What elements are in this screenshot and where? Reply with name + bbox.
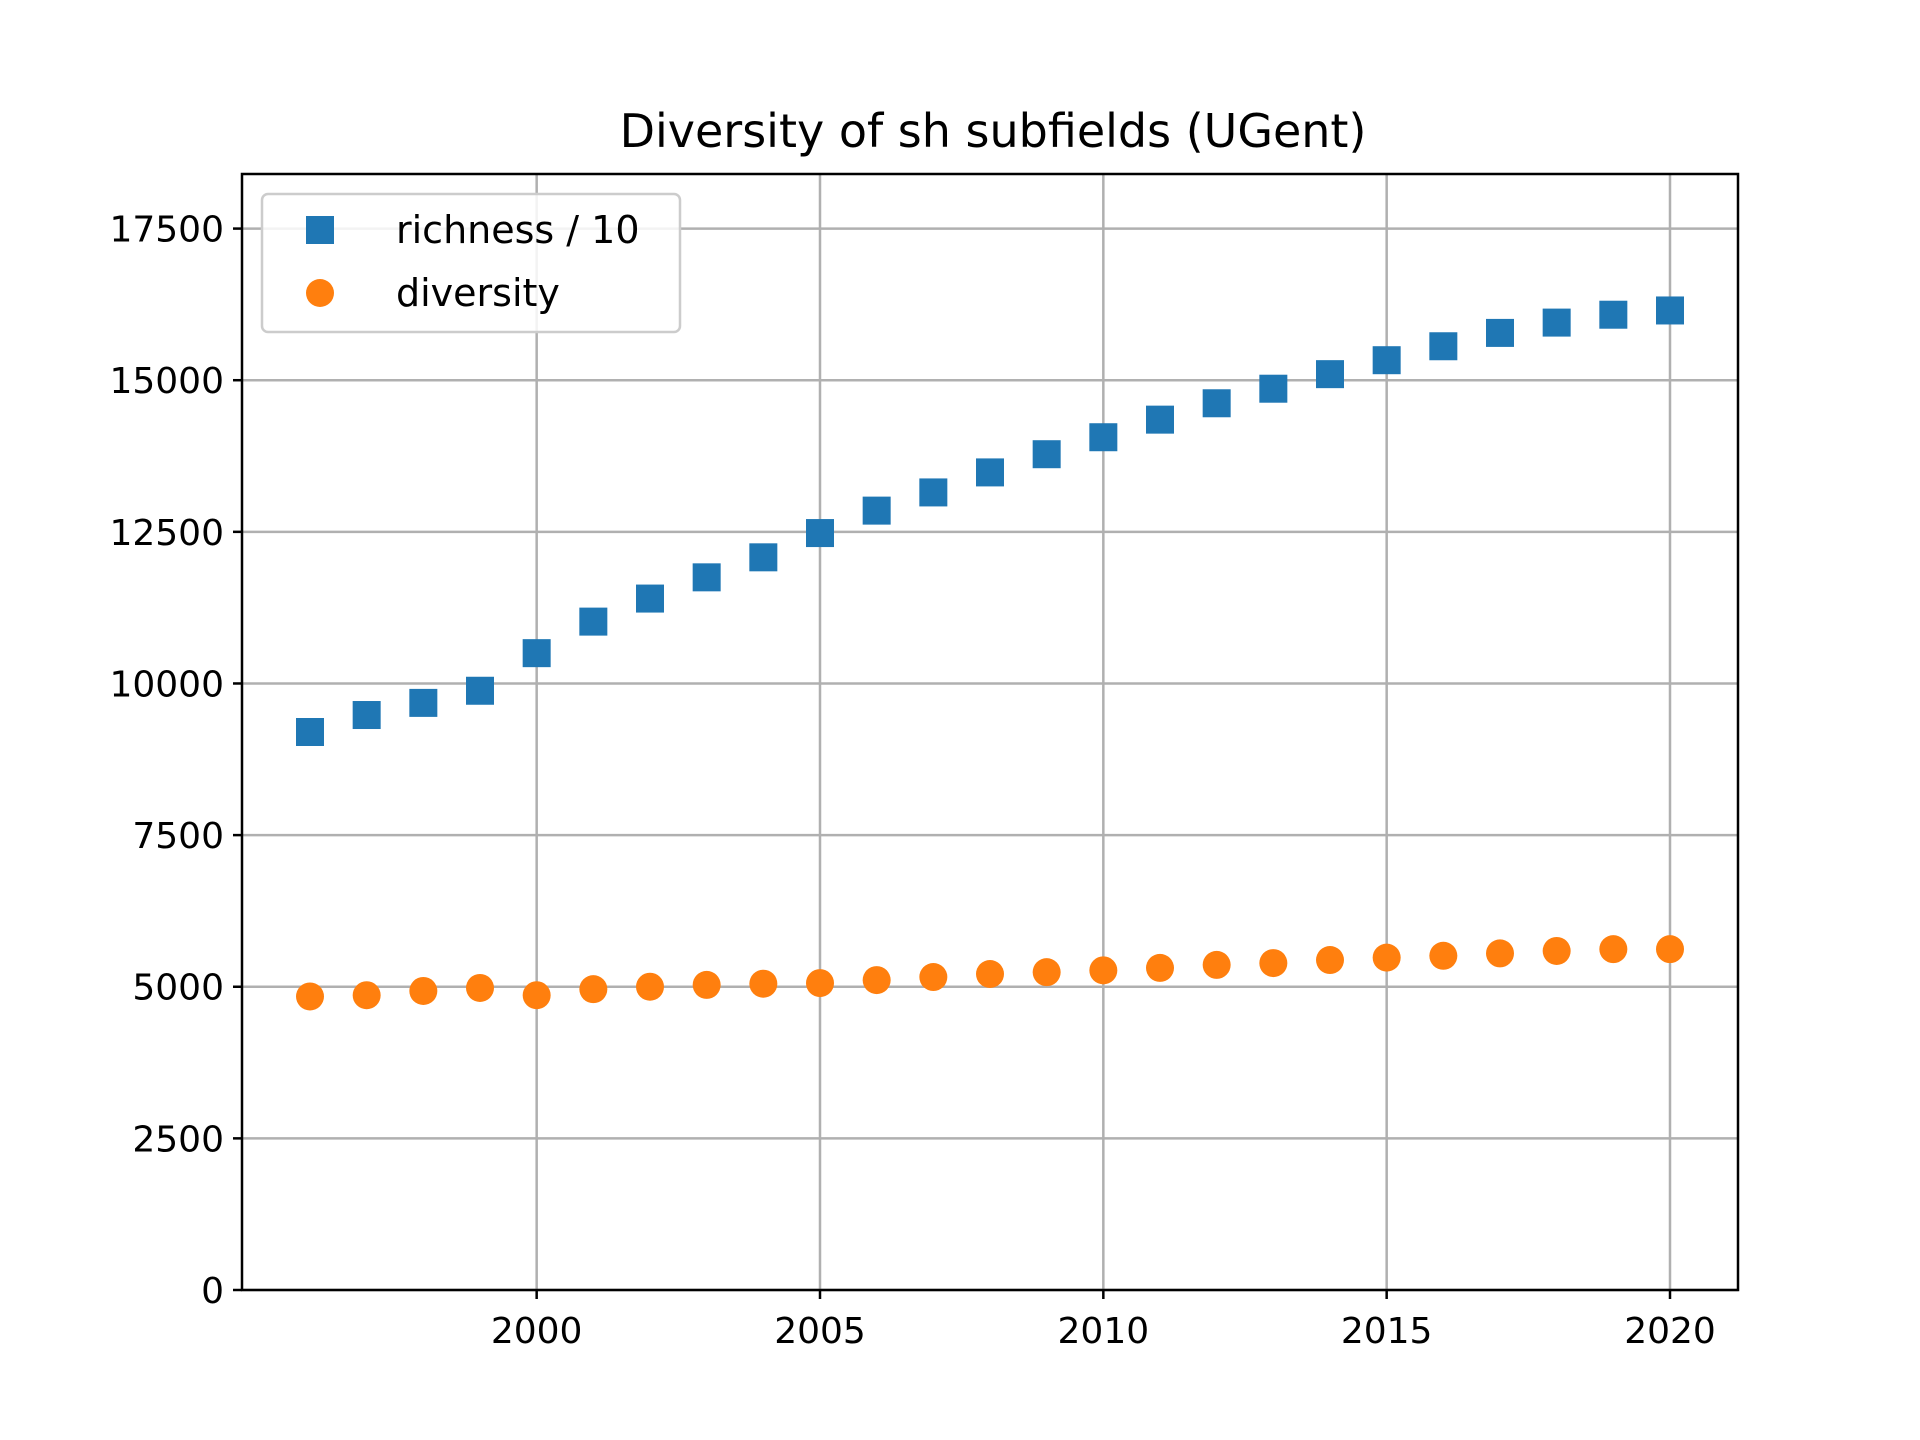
y-tick-label: 2500 (132, 1119, 224, 1160)
point-richness (749, 543, 778, 572)
point-diversity (976, 960, 1004, 989)
point-diversity (1542, 936, 1571, 965)
point-richness (636, 584, 664, 613)
y-tick-label: 15000 (109, 361, 224, 402)
legend-box (260, 192, 682, 334)
point-richness (296, 718, 324, 746)
point-diversity (296, 982, 324, 1011)
point-richness (352, 701, 381, 730)
point-diversity (1032, 958, 1061, 987)
point-diversity (352, 981, 381, 1010)
point-diversity (522, 981, 551, 1010)
x-tick-label: 2010 (1058, 1311, 1150, 1352)
point-richness (1259, 374, 1288, 403)
point-diversity (1656, 935, 1684, 964)
x-tick-label: 2000 (491, 1311, 583, 1352)
y-tick-label: 10000 (109, 664, 224, 705)
legend: richness / 10 diversity (260, 192, 682, 334)
point-richness (919, 478, 948, 507)
point-diversity (409, 976, 438, 1005)
point-diversity (692, 970, 721, 999)
point-diversity (1599, 935, 1628, 964)
point-richness (1032, 440, 1061, 469)
point-diversity (1372, 943, 1401, 972)
point-diversity (636, 972, 664, 1001)
y-tick-label: 12500 (109, 513, 224, 554)
point-diversity (466, 973, 494, 1002)
legend-label-richness: richness / 10 (396, 208, 640, 252)
point-diversity (579, 975, 608, 1004)
y-tick-label: 17500 (109, 210, 224, 251)
point-richness (466, 676, 494, 705)
point-diversity (1146, 953, 1174, 982)
point-richness (409, 688, 438, 717)
point-richness (1542, 308, 1571, 337)
point-diversity (1202, 950, 1231, 979)
data-points (296, 296, 1684, 1011)
point-richness (1372, 346, 1401, 375)
point-diversity (806, 969, 834, 998)
point-diversity (1429, 941, 1458, 970)
point-richness (1486, 318, 1514, 347)
point-richness (1599, 300, 1628, 329)
point-richness (1202, 389, 1231, 418)
y-tick-label: 0 (201, 1271, 224, 1312)
point-richness (692, 563, 721, 592)
point-richness (806, 519, 834, 548)
point-richness (1656, 296, 1684, 325)
point-diversity (1486, 939, 1514, 968)
point-diversity (1259, 949, 1288, 978)
plot-frame (240, 172, 1740, 1292)
point-diversity (749, 969, 778, 998)
y-tick-label: 5000 (132, 968, 224, 1009)
legend-marker-richness (306, 216, 334, 244)
point-richness (522, 639, 551, 668)
point-richness (1089, 423, 1118, 452)
point-richness (862, 496, 891, 525)
point-richness (1316, 360, 1344, 389)
legend-marker-diversity (306, 279, 334, 307)
legend-label-diversity: diversity (396, 271, 560, 315)
axis-ticks: 2000 2005 2010 2015 2020 0 2500 5000 7500 10000 12… (109, 210, 1715, 1352)
y-tick-label: 7500 (132, 816, 224, 857)
point-diversity (1089, 956, 1118, 985)
point-richness (1146, 405, 1174, 434)
point-richness (976, 458, 1004, 487)
point-richness (1429, 332, 1458, 361)
point-diversity (919, 963, 948, 992)
point-diversity (862, 966, 891, 995)
x-tick-label: 2015 (1341, 1311, 1433, 1352)
x-tick-label: 2020 (1624, 1311, 1716, 1352)
point-richness (579, 607, 608, 636)
x-tick-label: 2005 (774, 1311, 866, 1352)
chart-title: Diversity of sh subfields (UGent) (620, 104, 1367, 158)
point-diversity (1316, 946, 1344, 975)
